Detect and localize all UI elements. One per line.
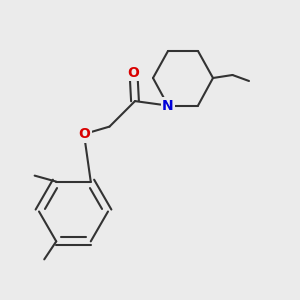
Text: O: O <box>128 66 140 80</box>
Text: O: O <box>78 127 90 141</box>
Text: N: N <box>162 99 174 112</box>
